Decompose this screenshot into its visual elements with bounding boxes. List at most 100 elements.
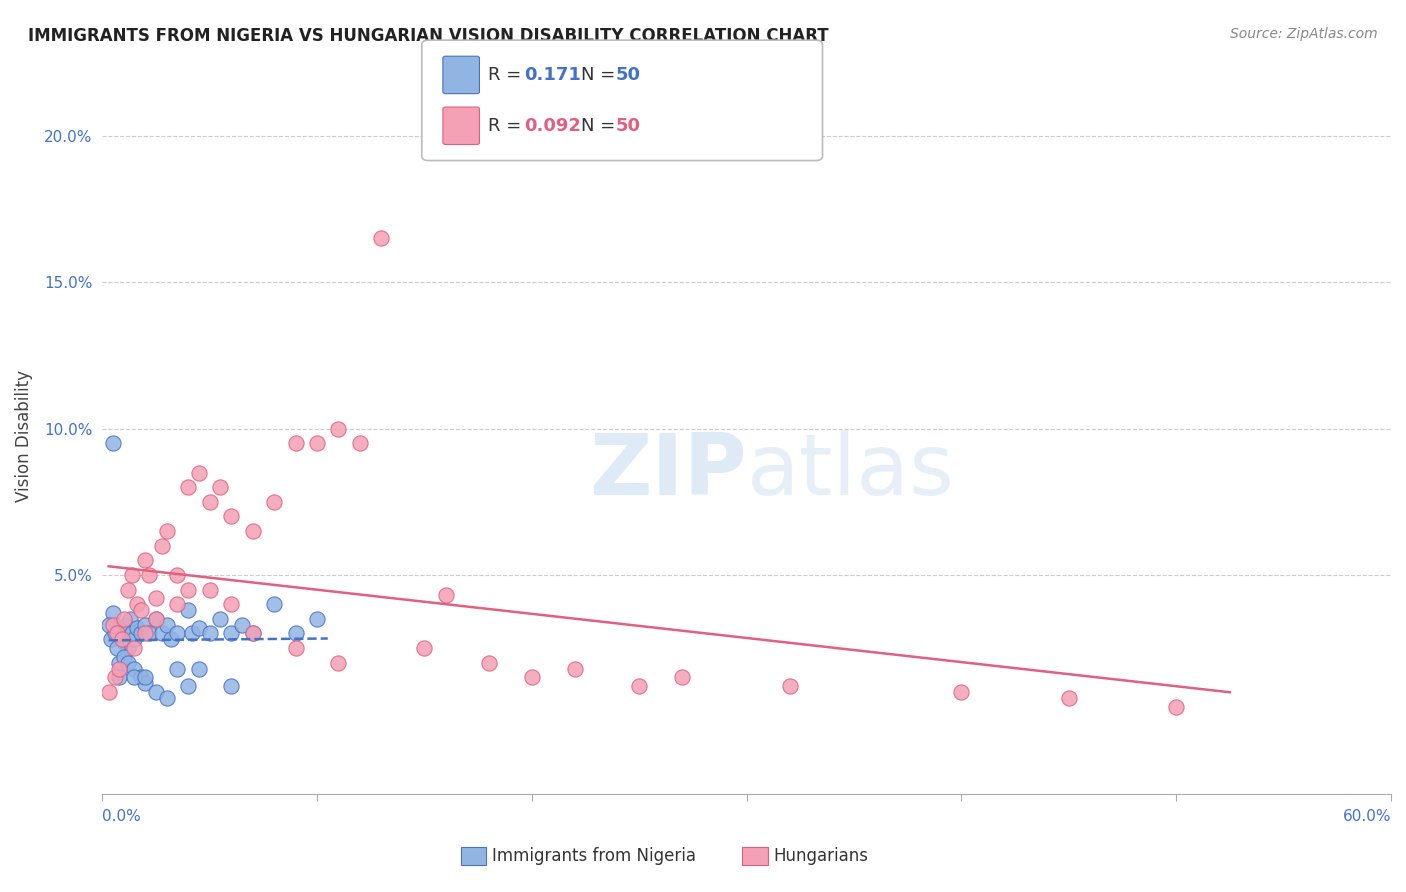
Point [263, 597, 285, 611]
Point [263, 495, 285, 509]
Point [156, 617, 179, 632]
Point [108, 626, 131, 640]
Text: 50: 50 [616, 66, 641, 84]
Point [950, 685, 973, 699]
Point [671, 670, 693, 684]
Point [160, 632, 183, 647]
Point [166, 626, 188, 640]
Point [150, 539, 173, 553]
Point [112, 649, 135, 664]
Point [349, 436, 371, 450]
Point [101, 436, 124, 450]
Text: 0.0%: 0.0% [103, 809, 141, 824]
Point [219, 626, 242, 640]
Point [105, 641, 128, 656]
Text: ZIP: ZIP [589, 430, 747, 513]
Text: Source: ZipAtlas.com: Source: ZipAtlas.com [1230, 27, 1378, 41]
Point [120, 612, 142, 626]
Point [177, 603, 200, 617]
Text: R =: R = [488, 66, 527, 84]
Point [166, 597, 188, 611]
Text: N =: N = [581, 66, 620, 84]
Point [101, 617, 124, 632]
Point [231, 617, 253, 632]
Point [209, 612, 232, 626]
Point [305, 612, 328, 626]
Point [177, 582, 200, 597]
Point [108, 656, 131, 670]
Point [104, 626, 127, 640]
Point [177, 679, 200, 693]
Point [125, 621, 148, 635]
Point [138, 568, 160, 582]
Point [129, 670, 152, 684]
Point [124, 670, 146, 684]
Point [150, 626, 173, 640]
Point [97, 685, 120, 699]
Point [110, 632, 132, 647]
Y-axis label: Vision Disability: Vision Disability [15, 370, 32, 502]
Point [124, 662, 146, 676]
Point [134, 676, 156, 690]
Point [121, 626, 143, 640]
Point [284, 626, 307, 640]
Text: 0.092: 0.092 [524, 117, 581, 135]
Point [124, 641, 146, 656]
Text: 0.171: 0.171 [524, 66, 581, 84]
Point [305, 436, 328, 450]
Point [181, 626, 204, 640]
Point [100, 632, 122, 647]
Point [284, 641, 307, 656]
Point [112, 612, 135, 626]
Point [779, 679, 801, 693]
Point [284, 436, 307, 450]
Point [121, 568, 143, 582]
Point [97, 617, 120, 632]
Point [166, 662, 188, 676]
Point [434, 589, 457, 603]
Text: Immigrants from Nigeria: Immigrants from Nigeria [492, 847, 696, 865]
Point [413, 641, 436, 656]
Point [117, 582, 139, 597]
Point [145, 612, 167, 626]
Point [187, 662, 209, 676]
Point [219, 509, 242, 524]
Point [242, 524, 264, 538]
Point [114, 617, 136, 632]
Point [124, 632, 146, 647]
Point [177, 480, 200, 494]
Point [134, 670, 156, 684]
Point [328, 656, 350, 670]
Point [370, 231, 392, 245]
Point [187, 621, 209, 635]
Point [242, 626, 264, 640]
Point [129, 603, 152, 617]
Point [112, 635, 135, 649]
Point [105, 626, 128, 640]
Point [145, 612, 167, 626]
Point [134, 617, 156, 632]
Point [104, 670, 127, 684]
Text: N =: N = [581, 117, 620, 135]
Point [478, 656, 501, 670]
Text: R =: R = [488, 117, 527, 135]
Point [242, 626, 264, 640]
Point [166, 568, 188, 582]
Point [1166, 699, 1188, 714]
Point [134, 553, 156, 567]
Point [129, 626, 152, 640]
Point [198, 495, 221, 509]
Text: IMMIGRANTS FROM NIGERIA VS HUNGARIAN VISION DISABILITY CORRELATION CHART: IMMIGRANTS FROM NIGERIA VS HUNGARIAN VIS… [28, 27, 828, 45]
Text: atlas: atlas [747, 430, 955, 513]
Point [328, 422, 350, 436]
Point [117, 656, 139, 670]
Point [520, 670, 543, 684]
Point [564, 662, 586, 676]
Point [125, 597, 148, 611]
Text: Hungarians: Hungarians [773, 847, 869, 865]
Point [105, 621, 128, 635]
Point [1057, 690, 1080, 705]
Point [156, 524, 179, 538]
Point [138, 626, 160, 640]
Text: 50: 50 [616, 117, 641, 135]
